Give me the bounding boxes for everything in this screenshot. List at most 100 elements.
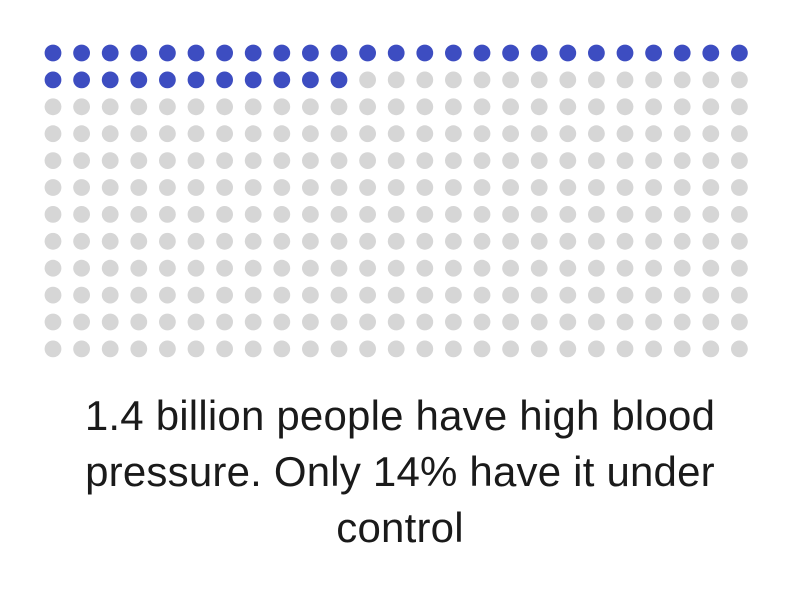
waffle-dot: [731, 152, 748, 170]
waffle-dot: [445, 259, 462, 277]
waffle-dot: [101, 206, 119, 223]
waffle-dot: [588, 286, 605, 304]
waffle-dot: [302, 259, 319, 277]
waffle-dot: [244, 313, 262, 331]
waffle-dot: [159, 206, 176, 223]
waffle-dot-highlighted: [387, 44, 405, 62]
waffle-dot: [244, 232, 262, 250]
waffle-dot-highlighted: [702, 44, 720, 62]
waffle-dot: [130, 125, 148, 143]
waffle-chart: [44, 44, 748, 358]
waffle-dot: [473, 98, 491, 116]
waffle-dot: [44, 98, 62, 116]
waffle-dot: [302, 340, 319, 358]
waffle-dot: [387, 98, 405, 116]
waffle-dot: [502, 125, 519, 143]
waffle-dot: [702, 232, 720, 250]
waffle-dot: [302, 232, 319, 250]
waffle-dot: [187, 313, 205, 331]
waffle-dot: [616, 152, 634, 170]
waffle-dot: [244, 125, 262, 143]
waffle-dot: [359, 152, 376, 170]
waffle-dot: [101, 125, 119, 143]
waffle-dot-highlighted: [159, 44, 176, 62]
waffle-dot: [416, 152, 434, 170]
waffle-dot: [645, 179, 662, 196]
waffle-dot: [73, 179, 90, 196]
waffle-dot: [130, 286, 148, 304]
waffle-dot-highlighted: [216, 44, 234, 62]
waffle-dot: [359, 206, 376, 223]
waffle-dot: [216, 98, 234, 116]
waffle-dot: [244, 179, 262, 196]
waffle-dot: [702, 206, 720, 223]
waffle-dot: [530, 259, 548, 277]
waffle-dot: [330, 286, 348, 304]
waffle-dot-highlighted: [673, 44, 691, 62]
waffle-dot: [559, 152, 577, 170]
waffle-dot: [187, 152, 205, 170]
waffle-dot: [73, 313, 90, 331]
waffle-dot: [44, 259, 62, 277]
waffle-dot: [216, 313, 234, 331]
waffle-dot: [244, 98, 262, 116]
waffle-dot: [216, 232, 234, 250]
waffle-dot: [44, 232, 62, 250]
waffle-dot: [645, 286, 662, 304]
waffle-dot: [73, 340, 90, 358]
waffle-dot: [502, 152, 519, 170]
waffle-dot: [216, 259, 234, 277]
waffle-dot: [359, 286, 376, 304]
waffle-dot: [702, 286, 720, 304]
waffle-dot: [244, 259, 262, 277]
waffle-dot: [44, 286, 62, 304]
waffle-dot: [616, 340, 634, 358]
waffle-dot: [101, 152, 119, 170]
waffle-dot: [731, 98, 748, 116]
waffle-dot-highlighted: [359, 44, 376, 62]
waffle-dot: [530, 232, 548, 250]
waffle-dot: [187, 232, 205, 250]
waffle-dot: [273, 340, 291, 358]
waffle-dot: [645, 259, 662, 277]
waffle-dot: [502, 206, 519, 223]
waffle-dot-highlighted: [330, 44, 348, 62]
waffle-dot-highlighted: [273, 44, 291, 62]
waffle-dot: [731, 313, 748, 331]
waffle-dot: [387, 179, 405, 196]
waffle-dot: [244, 286, 262, 304]
waffle-dot: [416, 125, 434, 143]
waffle-dot: [273, 286, 291, 304]
waffle-dot-highlighted: [502, 44, 519, 62]
waffle-dot-highlighted: [445, 44, 462, 62]
waffle-dot: [616, 98, 634, 116]
waffle-dot-highlighted: [416, 44, 434, 62]
waffle-dot: [302, 313, 319, 331]
waffle-dot-highlighted: [302, 71, 319, 89]
waffle-dot: [416, 313, 434, 331]
waffle-dot: [559, 98, 577, 116]
waffle-dot: [330, 340, 348, 358]
waffle-dot: [502, 179, 519, 196]
waffle-dot: [702, 125, 720, 143]
waffle-dot: [73, 152, 90, 170]
waffle-dot: [302, 125, 319, 143]
waffle-dot: [187, 206, 205, 223]
waffle-dot: [216, 286, 234, 304]
waffle-dot: [101, 232, 119, 250]
waffle-dot: [673, 98, 691, 116]
waffle-dot: [616, 259, 634, 277]
waffle-dot: [731, 125, 748, 143]
waffle-dot: [387, 232, 405, 250]
waffle-dot: [359, 179, 376, 196]
waffle-dot: [530, 125, 548, 143]
waffle-dot: [473, 259, 491, 277]
waffle-dot: [216, 125, 234, 143]
waffle-dot: [588, 71, 605, 89]
waffle-dot: [445, 313, 462, 331]
waffle-dot: [273, 98, 291, 116]
waffle-dot: [473, 286, 491, 304]
waffle-dot: [416, 286, 434, 304]
waffle-dot: [273, 152, 291, 170]
waffle-dot: [616, 206, 634, 223]
